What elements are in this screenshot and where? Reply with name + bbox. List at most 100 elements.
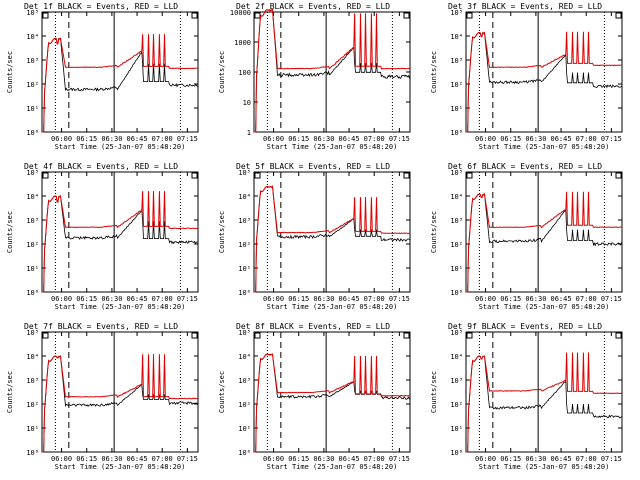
series-events-line — [254, 185, 411, 293]
plot-frame — [253, 171, 411, 293]
series-lld-line — [466, 352, 623, 453]
series-lld-line — [254, 8, 411, 133]
x-tick-label: 06:30 — [313, 295, 334, 303]
x-axis-label: Start Time (25-Jan-07 05:48:20) — [55, 143, 186, 151]
corner-box-left — [466, 172, 473, 179]
x-tick-label: 07:15 — [601, 295, 622, 303]
x-tick-label: 07:00 — [364, 295, 385, 303]
x-tick-label: 07:00 — [576, 455, 597, 463]
x-tick-label: 07:15 — [601, 135, 622, 143]
series-events-line — [42, 37, 199, 133]
chart-title: Det 5f BLACK = Events, RED = LLD — [236, 162, 390, 171]
series-lld-line — [42, 354, 199, 453]
x-tick-label: 07:00 — [152, 295, 173, 303]
x-tick-label: 06:30 — [101, 295, 122, 303]
plot-frame — [465, 171, 623, 293]
x-tick-label: 07:00 — [364, 135, 385, 143]
series-lld-line — [466, 31, 623, 133]
corner-box-right — [403, 12, 410, 19]
x-tick-label: 06:45 — [339, 455, 360, 463]
corner-box-right — [191, 12, 198, 19]
x-tick-label: 06:15 — [288, 455, 309, 463]
y-tick-label: 10⁴ — [26, 193, 39, 201]
x-axis-label: Start Time (25-Jan-07 05:48:20) — [55, 303, 186, 311]
y-tick-label: 10⁰ — [26, 449, 39, 457]
corner-box-left — [42, 12, 49, 19]
y-tick-label: 10² — [450, 81, 463, 89]
y-tick-label: 10⁰ — [26, 129, 39, 137]
y-tick-label: 10⁴ — [26, 33, 39, 41]
x-tick-label: 07:15 — [177, 455, 198, 463]
y-axis-label: Counts/sec — [430, 371, 438, 413]
x-tick-label: 06:15 — [76, 455, 97, 463]
chart-title: Det 7f BLACK = Events, RED = LLD — [24, 322, 178, 331]
y-tick-label: 10⁴ — [450, 33, 463, 41]
series-lld-line — [42, 191, 199, 293]
corner-box-right — [615, 332, 622, 339]
y-tick-label: 10³ — [26, 57, 39, 65]
x-tick-label: 07:00 — [152, 135, 173, 143]
y-axis-label: Counts/sec — [6, 211, 14, 253]
y-tick-label: 10² — [450, 401, 463, 409]
y-tick-label: 1000 — [234, 39, 251, 47]
y-tick-label: 10² — [450, 241, 463, 249]
y-axis-label: Counts/sec — [218, 211, 226, 253]
y-tick-label: 10² — [238, 401, 251, 409]
x-tick-label: 07:00 — [576, 135, 597, 143]
y-tick-label: 10⁰ — [450, 129, 463, 137]
y-axis-label: Counts/sec — [430, 51, 438, 93]
y-tick-label: 10⁰ — [238, 449, 251, 457]
x-tick-label: 06:45 — [551, 455, 572, 463]
y-tick-label: 10¹ — [450, 105, 463, 113]
x-tick-label: 07:00 — [152, 455, 173, 463]
corner-box-right — [615, 12, 622, 19]
x-tick-label: 06:15 — [500, 295, 521, 303]
y-tick-label: 10¹ — [26, 105, 39, 113]
x-tick-label: 06:15 — [500, 455, 521, 463]
x-tick-label: 07:15 — [389, 295, 410, 303]
corner-box-right — [403, 332, 410, 339]
y-tick-label: 10² — [26, 81, 39, 89]
x-tick-label: 06:15 — [500, 135, 521, 143]
chart-title: Det 6f BLACK = Events, RED = LLD — [448, 162, 602, 171]
x-tick-label: 06:45 — [127, 135, 148, 143]
y-axis-label: Counts/sec — [6, 371, 14, 413]
x-tick-label: 07:15 — [177, 135, 198, 143]
chart-panel-5: Det 5f BLACK = Events, RED = LLD 10⁰ 10¹ 10… — [218, 162, 411, 311]
chart-title: Det 3f BLACK = Events, RED = LLD — [448, 2, 602, 11]
x-tick-label: 06:45 — [127, 295, 148, 303]
x-tick-label: 07:00 — [364, 455, 385, 463]
x-tick-label: 06:00 — [263, 455, 284, 463]
y-tick-label: 10000 — [230, 9, 251, 17]
y-tick-label: 10⁵ — [26, 169, 39, 177]
x-axis-label: Start Time (25-Jan-07 05:48:20) — [267, 143, 398, 151]
plot-frame — [41, 331, 199, 453]
y-tick-label: 10⁵ — [238, 169, 251, 177]
y-tick-label: 10³ — [238, 217, 251, 225]
y-tick-label: 10³ — [450, 57, 463, 65]
plot-frame — [465, 11, 623, 133]
y-tick-label: 10⁵ — [450, 329, 463, 337]
y-tick-label: 10⁴ — [450, 193, 463, 201]
x-tick-label: 07:00 — [576, 295, 597, 303]
y-axis-label: Counts/sec — [218, 51, 226, 93]
x-tick-label: 06:00 — [475, 135, 496, 143]
y-tick-label: 10³ — [26, 377, 39, 385]
x-tick-label: 06:45 — [339, 135, 360, 143]
x-tick-label: 07:15 — [177, 295, 198, 303]
chart-panel-9: Det 9f BLACK = Events, RED = LLD 10⁰ 10¹ 10… — [430, 322, 623, 471]
x-tick-label: 06:30 — [525, 295, 546, 303]
series-lld-line — [466, 191, 622, 293]
plot-frame — [41, 11, 199, 133]
chart-panel-6: Det 6f BLACK = Events, RED = LLD 10⁰ 10¹ 10… — [430, 162, 623, 311]
corner-box-right — [191, 172, 198, 179]
x-tick-label: 06:00 — [475, 295, 496, 303]
corner-box-right — [403, 172, 410, 179]
corner-box-left — [42, 172, 49, 179]
x-tick-label: 06:45 — [551, 135, 572, 143]
corner-box-left — [254, 332, 261, 339]
x-axis-label: Start Time (25-Jan-07 05:48:20) — [267, 463, 398, 471]
y-tick-label: 10³ — [238, 377, 251, 385]
y-tick-label: 10⁴ — [238, 353, 251, 361]
x-tick-label: 06:30 — [525, 135, 546, 143]
